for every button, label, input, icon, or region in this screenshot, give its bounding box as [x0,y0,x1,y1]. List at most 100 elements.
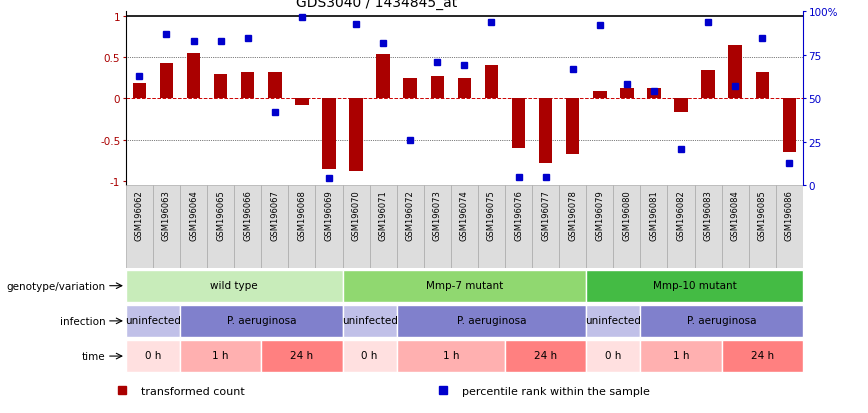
Text: GSM196083: GSM196083 [704,190,713,241]
Bar [667,186,694,268]
Text: GSM196065: GSM196065 [216,190,225,241]
Bar [133,84,146,99]
Bar [614,186,641,268]
Bar [261,340,343,372]
Bar [343,340,397,372]
Bar [126,186,153,268]
Text: GSM196073: GSM196073 [433,190,442,241]
Bar [126,340,180,372]
Text: GSM196079: GSM196079 [595,190,604,241]
Text: GSM196066: GSM196066 [243,190,253,241]
Bar [457,78,471,99]
Bar [397,305,586,337]
Bar [180,186,207,268]
Bar [776,186,803,268]
Text: GSM196080: GSM196080 [622,190,631,241]
Text: Mmp-7 mutant: Mmp-7 mutant [426,280,503,290]
Bar [315,186,343,268]
Bar [397,340,505,372]
Bar [160,64,174,99]
Bar [404,78,417,99]
Text: 1 h: 1 h [443,351,459,361]
Bar [349,99,363,172]
Bar [728,45,742,99]
Text: 24 h: 24 h [290,351,313,361]
Bar [641,340,721,372]
Text: 0 h: 0 h [605,351,621,361]
Bar [126,270,343,302]
Bar [377,55,390,99]
Bar [783,99,796,153]
Text: transformed count: transformed count [141,386,245,396]
Title: GDS3040 / 1434845_at: GDS3040 / 1434845_at [296,0,457,10]
Text: 0 h: 0 h [145,351,161,361]
Bar [322,99,336,169]
Bar [586,270,803,302]
Text: GSM196070: GSM196070 [352,190,360,241]
Text: P. aeruginosa: P. aeruginosa [227,316,296,325]
Text: GSM196064: GSM196064 [189,190,198,241]
Bar [593,92,607,99]
Bar [234,186,261,268]
Bar [749,186,776,268]
Bar [532,186,559,268]
Text: GSM196067: GSM196067 [270,190,279,241]
Bar [701,71,715,99]
Text: GSM196082: GSM196082 [676,190,686,241]
Text: P. aeruginosa: P. aeruginosa [687,316,756,325]
Text: GSM196068: GSM196068 [298,190,306,241]
Bar [721,340,803,372]
Text: P. aeruginosa: P. aeruginosa [457,316,526,325]
Text: GSM196084: GSM196084 [731,190,740,241]
Text: GSM196085: GSM196085 [758,190,766,241]
Text: 1 h: 1 h [213,351,229,361]
Bar [566,99,580,154]
Text: GSM196062: GSM196062 [135,190,144,241]
Text: GSM196069: GSM196069 [325,190,333,241]
Bar [721,186,749,268]
Bar [450,186,478,268]
Bar [207,186,234,268]
Text: GSM196072: GSM196072 [405,190,415,241]
Bar [755,73,769,99]
Text: GSM196074: GSM196074 [460,190,469,241]
Bar [620,89,634,99]
Text: uninfected: uninfected [125,316,181,325]
Bar [641,186,667,268]
Bar [694,186,721,268]
Bar [512,99,525,149]
Text: infection: infection [60,316,106,326]
Bar [648,88,661,99]
Bar [295,99,309,106]
Text: GSM196086: GSM196086 [785,190,794,241]
Bar [397,186,424,268]
Bar [478,186,505,268]
Text: GSM196075: GSM196075 [487,190,496,241]
Bar [241,73,254,99]
Bar [153,186,180,268]
Bar [505,186,532,268]
Bar [268,73,281,99]
Text: GSM196063: GSM196063 [162,190,171,241]
Bar [505,340,586,372]
Text: GSM196076: GSM196076 [514,190,523,241]
Bar [539,99,552,164]
Text: Mmp-10 mutant: Mmp-10 mutant [653,280,736,290]
Text: 24 h: 24 h [751,351,774,361]
Text: genotype/variation: genotype/variation [6,281,106,291]
Text: GSM196077: GSM196077 [541,190,550,241]
Text: 24 h: 24 h [534,351,557,361]
Bar [559,186,586,268]
Bar [484,66,498,99]
Text: GSM196081: GSM196081 [649,190,659,241]
Text: 0 h: 0 h [361,351,378,361]
Text: uninfected: uninfected [342,316,398,325]
Bar [261,186,288,268]
Text: time: time [82,351,106,361]
Text: 1 h: 1 h [673,351,689,361]
Bar [370,186,397,268]
Bar [214,74,227,99]
Bar [674,99,687,112]
Bar [641,305,803,337]
Bar [343,186,370,268]
